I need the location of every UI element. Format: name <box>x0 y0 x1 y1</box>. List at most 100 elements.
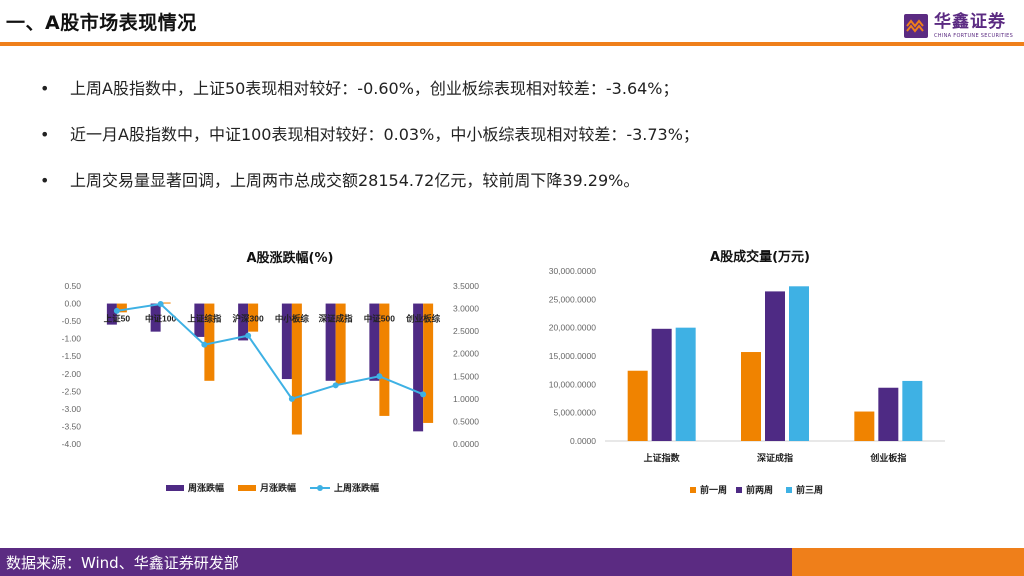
bar <box>789 286 809 441</box>
y-right-tick-label: 0.0000 <box>453 439 479 449</box>
y-tick-label: 5,000.0000 <box>553 408 596 418</box>
y-left-tick-label: -3.00 <box>62 404 82 414</box>
y-right-tick-label: 2.0000 <box>453 349 479 359</box>
bar <box>194 303 205 337</box>
x-category-label: 中证100 <box>145 314 176 324</box>
bar <box>741 352 761 441</box>
bar <box>160 302 171 304</box>
trading-volume-chart: 30,000.0000 25,000.0000 20,000.0000 15,000.… <box>549 266 945 495</box>
y-right-tick-label: 1.0000 <box>453 394 479 404</box>
bar <box>335 303 346 385</box>
logo-mark-icon <box>904 14 928 38</box>
y-left-tick-label: -4.00 <box>62 439 82 449</box>
legend-label: 前三周 <box>796 484 823 495</box>
company-logo: 华鑫证券 CHINA FORTUNE SECURITIES <box>904 12 1013 40</box>
x-category-label: 上证综指 <box>187 314 222 324</box>
y-right-tick-label: 3.0000 <box>453 304 479 314</box>
bullet-item: • 上周交易量显著回调，上周两市总成交额28154.72亿元，较前周下降39.2… <box>40 168 699 214</box>
bullet-text: 上周A股指数中，上证50表现相对较好：-0.60%，创业板综表现相对较差：-3.… <box>70 79 679 98</box>
legend-line-marker <box>317 485 323 491</box>
line-point <box>245 332 252 339</box>
y-left-tick-label: 0.50 <box>64 281 81 291</box>
bar <box>423 303 434 423</box>
y-tick-label: 20,000.0000 <box>549 323 597 333</box>
bar <box>116 303 127 313</box>
line-point <box>288 395 295 402</box>
bullet-text: 近一月A股指数中，中证100表现相对较好：0.03%，中小板综表现相对较差：-3… <box>70 125 699 144</box>
bar <box>765 291 785 441</box>
y-right-tick-label: 3.5000 <box>453 281 479 291</box>
x-category-label: 上证指数 <box>644 452 681 463</box>
x-category-label: 中证500 <box>364 314 395 324</box>
footer-bar: 数据来源：Wind、华鑫证券研发部 <box>0 548 1024 576</box>
x-category-label: 中小板综 <box>275 314 310 324</box>
y-tick-label: 10,000.0000 <box>549 379 597 389</box>
x-category-label: 创业板指 <box>869 452 906 463</box>
line-point <box>332 382 339 389</box>
legend-swatch <box>166 485 184 491</box>
data-source: 数据来源：Wind、华鑫证券研发部 <box>6 554 239 572</box>
logo-name: 华鑫证券 <box>934 12 1006 32</box>
y-left-tick-label: -3.50 <box>62 421 82 431</box>
y-left-tick-label: -2.50 <box>62 386 82 396</box>
page-title: 一、A股市场表现情况 <box>6 12 197 34</box>
y-left-tick-label: -1.00 <box>62 334 82 344</box>
y-right-tick-label: 2.5000 <box>453 326 479 336</box>
legend-swatch <box>690 487 696 493</box>
y-right-tick-label: 1.5000 <box>453 371 479 381</box>
bullet-text: 上周交易量显著回调，上周两市总成交额28154.72亿元，较前周下降39.29%… <box>70 171 640 190</box>
bar <box>204 303 215 381</box>
y-right-tick-label: 0.5000 <box>453 416 479 426</box>
bar <box>369 303 380 381</box>
legend-label: 月涨跌幅 <box>259 482 296 493</box>
x-category-label: 上证50 <box>104 314 131 324</box>
bar <box>878 387 899 441</box>
bar <box>281 303 292 380</box>
footer-purple-band <box>0 548 792 576</box>
bar <box>379 303 390 416</box>
legend-swatch <box>786 487 792 493</box>
bar <box>675 327 696 441</box>
x-category-label: 深证成指 <box>319 314 354 324</box>
x-category-label: 沪深300 <box>233 314 264 324</box>
line-series <box>116 302 424 401</box>
summary-bullets: • 上周A股指数中，上证50表现相对较好：-0.60%，创业板综表现相对较差：-… <box>40 76 699 214</box>
bar <box>325 303 336 381</box>
legend-label: 上周涨跌幅 <box>334 482 379 493</box>
bullet-dot-icon: • <box>40 79 50 98</box>
y-left-tick-label: -2.00 <box>62 369 82 379</box>
x-category-label: 创业板综 <box>405 314 441 324</box>
legend-label: 前一周 <box>700 484 727 495</box>
legend-label: 周涨跌幅 <box>188 482 224 493</box>
footer-orange-band <box>792 548 1024 576</box>
bullet-dot-icon: • <box>40 171 50 190</box>
index-change-chart: 0.50 0.00 -0.50 -1.00 -1.50 -2.00 -2.50 -3.00 -3… <box>62 281 480 493</box>
bullet-item: • 上周A股指数中，上证50表现相对较好：-0.60%，创业板综表现相对较差：-… <box>40 76 699 122</box>
line-point <box>201 341 208 348</box>
y-tick-label: 0.0000 <box>570 436 596 446</box>
bar <box>854 411 875 441</box>
bullet-dot-icon: • <box>40 125 50 144</box>
bar <box>627 370 648 441</box>
y-tick-label: 25,000.0000 <box>549 294 597 304</box>
y-left-tick-label: 0.00 <box>64 299 81 309</box>
y-tick-label: 15,000.0000 <box>549 351 597 361</box>
legend-swatch <box>238 485 256 491</box>
bar <box>248 303 259 332</box>
line-point <box>157 301 164 308</box>
line-point <box>420 391 427 398</box>
x-category-label: 深证成指 <box>757 452 793 463</box>
y-left-tick-label: -1.50 <box>62 351 82 361</box>
bar <box>150 303 161 332</box>
bar <box>902 380 923 441</box>
chart-title-volume: A股成交量(万元) <box>710 250 810 265</box>
header-divider <box>0 42 1024 46</box>
bullet-item: • 近一月A股指数中，中证100表现相对较好：0.03%，中小板综表现相对较差：… <box>40 122 699 168</box>
bar <box>291 303 302 435</box>
line-point <box>376 373 383 380</box>
chart-title-change: A股涨跌幅(%) <box>246 251 334 266</box>
bar <box>651 328 672 441</box>
legend-swatch <box>736 487 742 493</box>
bar <box>413 303 424 432</box>
y-left-tick-label: -0.50 <box>62 316 82 326</box>
